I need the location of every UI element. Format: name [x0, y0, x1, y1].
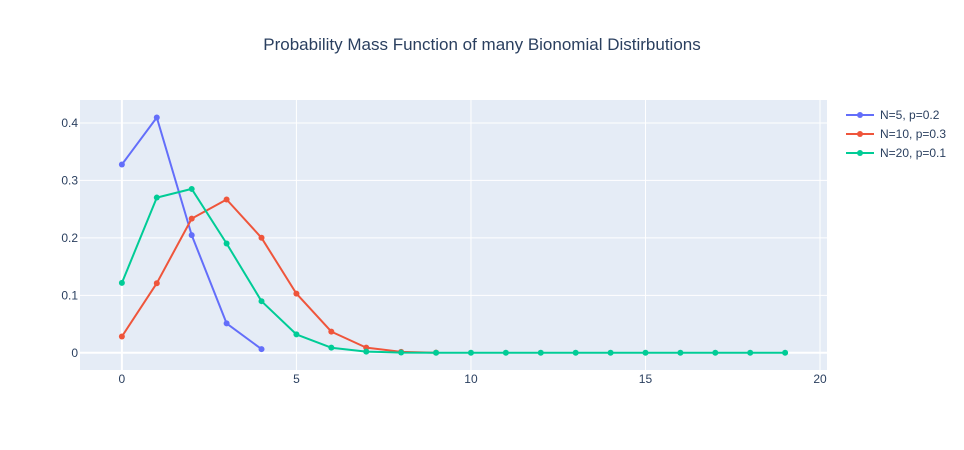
data-point — [607, 349, 614, 356]
x-tick-label: 10 — [464, 372, 478, 386]
x-axis-ticks: 0 5 10 15 20 — [119, 372, 827, 386]
legend-item[interactable]: N=10, p=0.3 — [846, 127, 946, 141]
legend-item[interactable]: N=5, p=0.2 — [846, 108, 940, 122]
series-line — [120, 187, 786, 354]
data-point — [188, 232, 195, 239]
data-point — [293, 331, 300, 338]
x-tick-label: 5 — [293, 372, 300, 386]
data-point — [258, 346, 265, 353]
data-point — [712, 349, 719, 356]
x-tick-label: 15 — [639, 372, 653, 386]
series — [118, 114, 265, 353]
data-point — [188, 185, 195, 192]
data-point — [363, 348, 370, 355]
data-point — [328, 328, 335, 335]
plot-area — [80, 100, 827, 370]
series-group — [118, 114, 789, 356]
data-point — [782, 349, 789, 356]
data-point — [642, 349, 649, 356]
legend-marker — [857, 131, 863, 137]
x-tick-label: 20 — [813, 372, 827, 386]
series-line — [121, 198, 437, 354]
data-point — [153, 114, 160, 121]
legend-marker — [857, 150, 863, 156]
x-tick-label: 0 — [119, 372, 126, 386]
y-tick-label: 0.4 — [61, 116, 78, 130]
data-point — [118, 279, 125, 286]
y-tick-label: 0.1 — [61, 288, 78, 302]
data-point — [328, 344, 335, 351]
legend-label: N=5, p=0.2 — [880, 108, 940, 122]
data-point — [153, 194, 160, 201]
data-point — [223, 320, 230, 327]
data-point — [188, 215, 195, 222]
data-point — [747, 349, 754, 356]
legend-label: N=20, p=0.1 — [880, 146, 946, 160]
data-point — [398, 349, 405, 356]
legend-item[interactable]: N=20, p=0.1 — [846, 146, 946, 160]
data-point — [502, 349, 509, 356]
legend-label: N=10, p=0.3 — [880, 127, 946, 141]
data-point — [258, 298, 265, 305]
data-point — [258, 234, 265, 241]
legend-marker — [857, 112, 863, 118]
data-point — [293, 290, 300, 297]
y-axis-ticks: 0 0.1 0.2 0.3 0.4 — [61, 116, 78, 360]
data-point — [153, 280, 160, 287]
data-point — [223, 240, 230, 247]
legend[interactable]: N=5, p=0.2 N=10, p=0.3 N=20, p=0.1 — [846, 108, 946, 160]
series — [118, 185, 789, 356]
data-point — [677, 349, 684, 356]
data-point — [572, 349, 579, 356]
data-point — [223, 196, 230, 203]
data-point — [118, 161, 125, 168]
data-point — [537, 349, 544, 356]
data-point — [433, 349, 440, 356]
y-tick-label: 0 — [71, 346, 78, 360]
data-point — [467, 349, 474, 356]
data-point — [118, 333, 125, 340]
y-tick-label: 0.3 — [61, 173, 78, 187]
y-tick-label: 0.2 — [61, 231, 78, 245]
chart-title: Probability Mass Function of many Bionom… — [263, 35, 700, 54]
